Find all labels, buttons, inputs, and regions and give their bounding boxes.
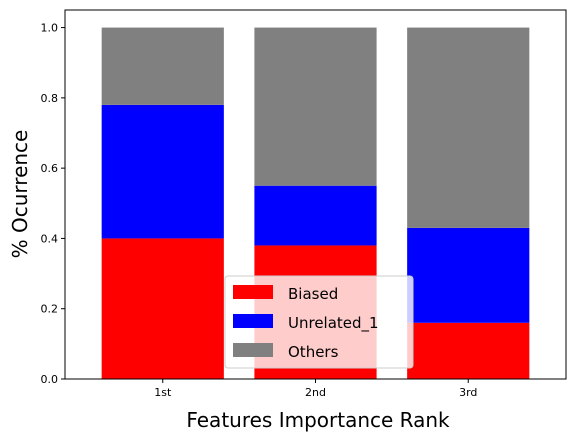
bar-unrelated-1-1st: [101, 104, 224, 239]
bar-others-1st: [101, 27, 224, 105]
y-ticks: 0.0 0.2 0.4 0.6 0.8 1.0: [41, 22, 65, 386]
legend-swatch-others: [233, 343, 273, 357]
bar-unrelated-1-3rd: [407, 227, 530, 323]
y-tick-label: 1.0: [41, 22, 59, 35]
x-axis-title: Features Importance Rank: [186, 408, 450, 432]
legend-swatch-unrelated-1: [233, 314, 273, 328]
x-tick-label: 2nd: [305, 386, 326, 399]
legend: Biased Unrelated_1 Others: [224, 275, 414, 369]
bar-biased-1st: [101, 238, 224, 379]
x-ticks: 1st 2nd 3rd: [154, 379, 477, 399]
y-tick-label: 0.8: [41, 92, 59, 105]
y-tick-label: 0.4: [41, 232, 59, 245]
bars-layer: [101, 27, 530, 379]
bar-others-2nd: [254, 27, 377, 186]
bar-unrelated-1-2nd: [254, 185, 377, 246]
x-tick-label: 1st: [154, 386, 172, 399]
legend-label: Unrelated_1: [288, 314, 379, 333]
bar-others-3rd: [407, 27, 530, 228]
x-tick-label: 3rd: [459, 386, 477, 399]
y-tick-label: 0.6: [41, 162, 59, 175]
bar-biased-3rd: [407, 322, 530, 379]
legend-label: Biased: [288, 285, 338, 303]
legend-label: Others: [288, 343, 339, 361]
y-axis-title: % Ocurrence: [8, 130, 32, 259]
y-tick-label: 0.2: [41, 303, 59, 316]
legend-swatch-biased: [233, 285, 273, 299]
y-tick-label: 0.0: [41, 373, 59, 386]
